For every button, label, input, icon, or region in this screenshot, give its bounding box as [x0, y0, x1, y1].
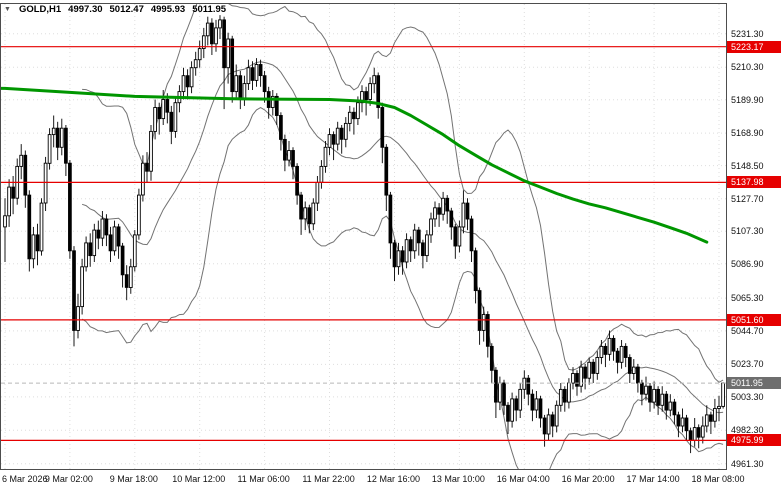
bollinger-upper-line: [82, 4, 724, 383]
symbol-timeframe-label: GOLD,H1: [18, 4, 62, 15]
price-tick-label: 5065.30: [731, 293, 764, 304]
time-axis-label: 9 Mar 02:00: [44, 474, 93, 484]
price-tick-label: 5023.70: [731, 359, 764, 370]
bollinger-bands: [81, 4, 724, 469]
time-axis-label: 13 Mar 10:00: [431, 474, 485, 484]
time-axis-label: 17 Mar 14:00: [626, 474, 680, 484]
candles-layer: [3, 15, 725, 454]
time-axis-label: 11 Mar 22:00: [302, 474, 355, 484]
price-tick-label: 4982.30: [731, 425, 764, 436]
chart-ohlc-header: ▼ GOLD,H1 4997.30 5012.47 4995.93 5011.9…: [4, 4, 226, 15]
dropdown-arrow-icon[interactable]: ▼: [4, 6, 11, 13]
resistance-price-badge: 5137.98: [727, 176, 781, 189]
price-tick-label: 5044.70: [731, 325, 764, 336]
time-axis-label: 18 Mar 08:00: [691, 474, 745, 484]
support-price-badge: 4975.99: [727, 434, 781, 447]
resistance-price-badge: 5223.17: [727, 40, 781, 53]
chart-plot-area[interactable]: [0, 3, 727, 470]
price-tick-label: 5189.90: [731, 94, 764, 105]
chart-canvas[interactable]: [1, 4, 726, 469]
price-tick-label: 5086.90: [731, 258, 764, 269]
time-axis-label: 6 Mar 2026: [2, 474, 48, 484]
low-value: 4995.93: [150, 4, 186, 15]
price-tick-label: 5107.30: [731, 226, 764, 237]
price-tick-label: 5210.30: [731, 62, 764, 73]
support-price-badge: 5051.60: [727, 313, 781, 326]
price-axis[interactable]: 5231.30 5210.30 5189.90 5168.90 5148.50 5127.…: [727, 0, 781, 470]
price-tick-label: 4961.30: [731, 458, 764, 469]
time-axis-label: 10 Mar 12:00: [172, 474, 226, 484]
time-axis-label: 16 Mar 04:00: [496, 474, 550, 484]
support-resistance-lines[interactable]: [1, 46, 726, 441]
time-axis-label: 9 Mar 18:00: [109, 474, 158, 484]
bollinger-middle-line: [81, 61, 724, 414]
price-tick-label: 5168.90: [731, 128, 764, 139]
time-axis-label: 16 Mar 20:00: [561, 474, 615, 484]
time-axis-label: 11 Mar 06:00: [237, 474, 290, 484]
moving-average-line: [1, 86, 709, 244]
price-tick-label: 5231.30: [731, 28, 764, 39]
price-tick-label: 5127.70: [731, 193, 764, 204]
close-value: 5011.95: [192, 4, 227, 15]
current-price-badge: 5011.95: [727, 377, 781, 390]
open-value: 4997.30: [68, 4, 103, 15]
high-value: 5012.47: [109, 4, 144, 15]
bollinger-lower-line: [81, 107, 724, 469]
price-tick-label: 5148.50: [731, 160, 764, 171]
time-axis-label: 12 Mar 16:00: [366, 474, 420, 484]
price-tick-label: 5003.30: [731, 391, 764, 402]
time-axis[interactable]: 6 Mar 2026 9 Mar 02:00 9 Mar 18:00 10 Mar 1…: [0, 471, 781, 489]
